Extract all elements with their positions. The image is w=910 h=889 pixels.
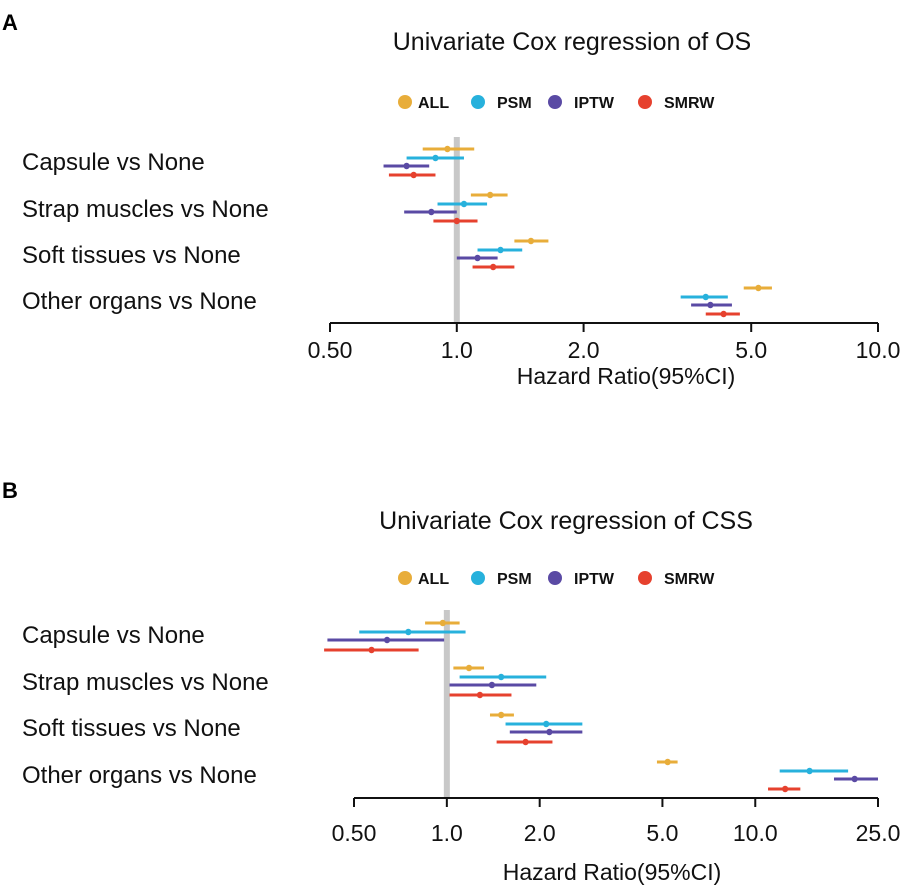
row-label-soft-tissues: Soft tissues vs None	[22, 242, 241, 269]
panel-b: B Univariate Cox regression of CSS ALL P…	[2, 478, 900, 885]
x-tick-label: 0.50	[308, 337, 353, 363]
hr-point-psm	[460, 200, 468, 208]
hr-point-all	[486, 191, 494, 199]
legend-swatch-psm	[471, 571, 485, 585]
hr-point-all	[465, 664, 473, 672]
row-label-soft-tissues: Soft tissues vs None	[22, 715, 241, 742]
plot-area-a: 0.50 1.0 2.0 5.0 10.0	[308, 137, 901, 363]
legend-swatch-iptw	[548, 95, 562, 109]
row-label-capsule: Capsule vs None	[22, 622, 205, 649]
x-tick-label: 5.0	[735, 337, 767, 363]
legend-swatch-smrw	[638, 95, 652, 109]
hr-point-all	[755, 284, 762, 292]
panel-label-a: A	[2, 10, 18, 35]
legend-b: ALL PSM IPTW SMRW	[398, 571, 715, 588]
panel-label-b: B	[2, 478, 18, 503]
legend-label-psm: PSM	[497, 95, 532, 112]
plot-area-b: 0.50 1.0 2.0 5.0 10.0 25.0	[324, 610, 900, 846]
hr-point-psm	[497, 246, 504, 254]
hr-point-psm	[497, 673, 505, 681]
hr-point-psm	[806, 767, 813, 775]
hr-point-psm	[702, 293, 709, 301]
legend-swatch-all	[398, 571, 412, 585]
legend-swatch-iptw	[548, 571, 562, 585]
hr-point-smrw	[410, 171, 417, 179]
hr-point-psm	[543, 720, 550, 728]
hr-point-iptw	[851, 775, 858, 783]
x-tick-label: 10.0	[733, 820, 778, 846]
x-tick-label: 2.0	[568, 337, 600, 363]
x-axis-title-b: Hazard Ratio(95%CI)	[503, 859, 722, 885]
hr-point-all	[527, 237, 535, 245]
x-tick-label: 10.0	[856, 337, 901, 363]
hr-point-smrw	[720, 310, 727, 318]
hr-point-smrw	[781, 785, 789, 793]
hr-point-smrw	[476, 691, 484, 699]
hr-point-iptw	[403, 162, 410, 170]
hr-point-iptw	[474, 254, 481, 262]
row-label-strap-muscles: Strap muscles vs None	[22, 196, 269, 223]
legend-swatch-smrw	[638, 571, 652, 585]
legend-swatch-psm	[471, 95, 485, 109]
legend-label-smrw: SMRW	[664, 571, 715, 588]
x-tick-label: 1.0	[431, 820, 463, 846]
legend-label-all: ALL	[418, 95, 449, 112]
row-label-strap-muscles: Strap muscles vs None	[22, 669, 269, 696]
x-axis-title-a: Hazard Ratio(95%CI)	[517, 363, 736, 389]
hr-point-all	[444, 145, 451, 153]
hr-point-psm	[405, 628, 412, 636]
panel-a: A Univariate Cox regression of OS ALL PS…	[2, 10, 900, 389]
x-tick-label: 0.50	[332, 820, 377, 846]
row-label-capsule: Capsule vs None	[22, 149, 205, 176]
hr-point-smrw	[453, 217, 460, 225]
legend-label-iptw: IPTW	[574, 571, 615, 588]
hr-point-smrw	[522, 738, 529, 746]
hr-point-all	[439, 619, 446, 627]
legend-swatch-all	[398, 95, 412, 109]
hr-point-iptw	[707, 301, 714, 309]
hr-point-psm	[432, 154, 439, 162]
legend-label-all: ALL	[418, 571, 449, 588]
hr-point-all	[497, 711, 505, 719]
legend-label-smrw: SMRW	[664, 95, 715, 112]
x-tick-label: 5.0	[646, 820, 678, 846]
hr-point-iptw	[488, 681, 496, 689]
hr-point-iptw	[383, 636, 391, 644]
legend-label-iptw: IPTW	[574, 95, 615, 112]
hr-point-iptw	[428, 208, 435, 216]
chart-title-b: Univariate Cox regression of CSS	[379, 507, 753, 535]
row-label-other-organs: Other organs vs None	[22, 288, 257, 315]
x-tick-label: 25.0	[856, 820, 901, 846]
x-tick-label: 1.0	[441, 337, 473, 363]
hr-point-iptw	[546, 728, 553, 736]
legend-label-psm: PSM	[497, 571, 532, 588]
hr-point-all	[664, 758, 671, 766]
x-tick-label: 2.0	[524, 820, 556, 846]
hr-point-smrw	[489, 263, 497, 271]
chart-title-a: Univariate Cox regression of OS	[393, 28, 751, 56]
legend-a: ALL PSM IPTW SMRW	[398, 95, 715, 112]
row-label-other-organs: Other organs vs None	[22, 762, 257, 789]
hr-point-smrw	[368, 646, 375, 654]
